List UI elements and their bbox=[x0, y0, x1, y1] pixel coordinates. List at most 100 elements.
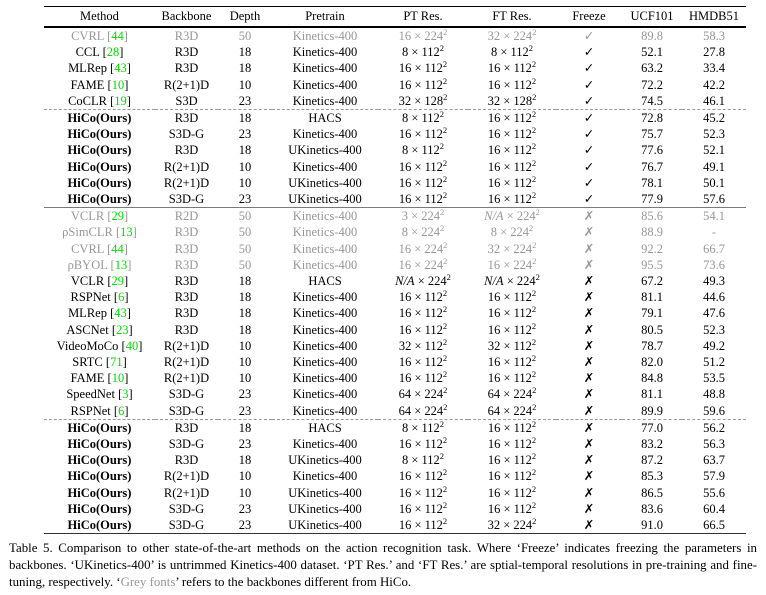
pt-res-cell: 16 × 1122 bbox=[398, 75, 448, 92]
backbone-cell: R3D bbox=[174, 322, 199, 337]
method-cell: HiCo(Ours) bbox=[44, 485, 155, 501]
hmdb51-cell: 49.1 bbox=[703, 159, 725, 174]
citation-link[interactable]: 13 bbox=[114, 257, 128, 272]
citation-link[interactable]: 40 bbox=[125, 338, 139, 353]
backbone-cell: R(2+1)D bbox=[163, 77, 210, 92]
cross-icon: ✗ bbox=[583, 241, 595, 256]
depth-cell: 18 bbox=[238, 420, 252, 435]
citation-link[interactable]: 23 bbox=[116, 322, 129, 337]
ft-res-cell: 32 × 2242 bbox=[487, 239, 537, 256]
method-name: SpeedNet bbox=[66, 387, 115, 402]
paper-page: Method Backbone Depth Pretrain PT Res. FT Res… bbox=[0, 6, 766, 591]
citation-link[interactable]: 71 bbox=[110, 355, 123, 370]
citation-link[interactable]: 3 bbox=[122, 387, 129, 402]
hmdb51-cell: 55.6 bbox=[703, 485, 725, 500]
table-row: CCL [28] R3D 18 Kinetics-400 8 × 1122 8 × 112… bbox=[44, 44, 746, 60]
citation-link[interactable]: 44 bbox=[111, 241, 124, 256]
hmdb51-cell: 42.2 bbox=[703, 77, 725, 92]
pretrain-cell: Kinetics-400 bbox=[292, 387, 358, 402]
check-icon: ✓ bbox=[583, 175, 595, 190]
depth-cell: 10 bbox=[238, 485, 252, 500]
pretrain-cell: Kinetics-400 bbox=[292, 290, 358, 305]
pretrain-cell: Kinetics-400 bbox=[292, 45, 358, 60]
citation-link[interactable]: 29 bbox=[111, 274, 124, 289]
citation-link[interactable]: 29 bbox=[111, 209, 124, 224]
backbone-cell: S3D-G bbox=[168, 403, 205, 418]
citation-link[interactable]: 6 bbox=[118, 290, 125, 305]
pt-res-cell: 16 × 1122 bbox=[398, 499, 448, 516]
hmdb51-cell: 45.2 bbox=[703, 111, 725, 126]
backbone-cell: R(2+1)D bbox=[163, 355, 210, 370]
hmdb51-cell: - bbox=[711, 225, 717, 240]
ft-res-cell: 32 × 1282 bbox=[487, 91, 537, 108]
pt-res-cell: 32 × 1282 bbox=[398, 91, 448, 108]
method-name: HiCo(Ours) bbox=[67, 485, 132, 500]
table-row-ours: HiCo(Ours) R(2+1)D 10 Kinetics-400 16 × 1122… bbox=[44, 468, 746, 484]
cross-icon: ✗ bbox=[583, 225, 595, 240]
cross-icon: ✗ bbox=[583, 485, 595, 500]
table-header-row: Method Backbone Depth Pretrain PT Res. FT Res… bbox=[44, 6, 746, 27]
depth-cell: 50 bbox=[238, 29, 252, 43]
table-caption: Table 5. Comparison to other state-of-th… bbox=[9, 540, 757, 591]
pt-res-cell: 8 × 1122 bbox=[401, 108, 445, 126]
ft-res-cell: 16 × 1122 bbox=[487, 320, 537, 337]
depth-cell: 10 bbox=[238, 469, 252, 484]
pretrain-cell: Kinetics-400 bbox=[292, 257, 358, 272]
citation-link[interactable]: 6 bbox=[118, 403, 125, 418]
backbone-cell: R3D bbox=[174, 420, 199, 435]
ft-res-cell: 16 × 1122 bbox=[487, 125, 537, 142]
freeze-cell: ✗ bbox=[556, 419, 622, 436]
ucf101-cell: 85.6 bbox=[641, 209, 663, 224]
freeze-cell: ✓ bbox=[556, 93, 622, 110]
pt-res-cell: 8 × 2242 bbox=[401, 223, 445, 240]
ucf101-cell: 89.8 bbox=[641, 29, 663, 43]
backbone-cell: R3D bbox=[174, 453, 199, 468]
backbone-cell: R3D bbox=[174, 45, 199, 60]
backbone-cell: R(2+1)D bbox=[163, 469, 210, 484]
depth-cell: 10 bbox=[238, 338, 252, 353]
cross-icon: ✗ bbox=[583, 387, 595, 402]
ucf101-cell: 77.0 bbox=[641, 420, 663, 435]
hmdb51-cell: 73.6 bbox=[703, 257, 725, 272]
ucf101-cell: 63.2 bbox=[641, 61, 663, 76]
backbone-cell: S3D-G bbox=[168, 387, 205, 402]
freeze-cell: ✗ bbox=[556, 517, 622, 534]
table-row: CVRL [44] R3D 50 Kinetics-400 16 × 2242 32 × … bbox=[44, 239, 746, 257]
method-name: RSPNet bbox=[70, 290, 111, 305]
depth-cell: 18 bbox=[238, 143, 252, 158]
citation-link[interactable]: 43 bbox=[114, 61, 127, 76]
backbone-cell: R3D bbox=[174, 225, 199, 240]
citation-link[interactable]: 44 bbox=[111, 29, 124, 43]
citation-link[interactable]: 19 bbox=[114, 93, 127, 108]
method-cell: CCL [28] bbox=[75, 45, 124, 60]
method-name: CVRL bbox=[71, 29, 104, 43]
citation-link[interactable]: 28 bbox=[106, 45, 120, 60]
ft-res-cell: 16 × 1122 bbox=[487, 499, 537, 516]
pretrain-cell: Kinetics-400 bbox=[292, 127, 358, 142]
method-cell: CoCLR [19] bbox=[68, 93, 131, 108]
freeze-cell: ✗ bbox=[556, 403, 622, 420]
citation-link[interactable]: 10 bbox=[111, 77, 125, 92]
citation-link[interactable]: 13 bbox=[120, 225, 133, 240]
pretrain-cell: Kinetics-400 bbox=[292, 338, 358, 353]
hmdb51-cell: 60.4 bbox=[703, 501, 725, 516]
ucf101-cell: 86.5 bbox=[641, 485, 663, 500]
citation-link[interactable]: 43 bbox=[114, 306, 127, 321]
ft-res-cell: 16 × 1122 bbox=[487, 304, 537, 321]
citation-link[interactable]: 10 bbox=[111, 371, 125, 386]
pretrain-cell: UKinetics-400 bbox=[288, 453, 362, 468]
backbone-cell: R3D bbox=[174, 61, 199, 76]
method-name: VCLR bbox=[70, 209, 105, 224]
method-cell: FAME [10] bbox=[70, 77, 129, 92]
depth-cell: 18 bbox=[238, 111, 252, 126]
ucf101-cell: 79.1 bbox=[641, 306, 663, 321]
backbone-cell: R2D bbox=[174, 209, 199, 224]
hmdb51-cell: 46.1 bbox=[703, 93, 725, 108]
ft-res-cell: 8 × 1122 bbox=[490, 43, 534, 60]
cross-icon: ✗ bbox=[583, 290, 595, 305]
table-row-ours: HiCo(Ours) R3D 18 HACS 8 × 1122 16 × 1122 ✗ 77.… bbox=[44, 419, 746, 436]
pretrain-cell: HACS bbox=[308, 274, 342, 289]
table-row-ours: HiCo(Ours) R(2+1)D 10 UKinetics-400 16 × 112… bbox=[44, 484, 746, 501]
cross-icon: ✗ bbox=[583, 274, 595, 289]
depth-cell: 23 bbox=[238, 501, 252, 516]
